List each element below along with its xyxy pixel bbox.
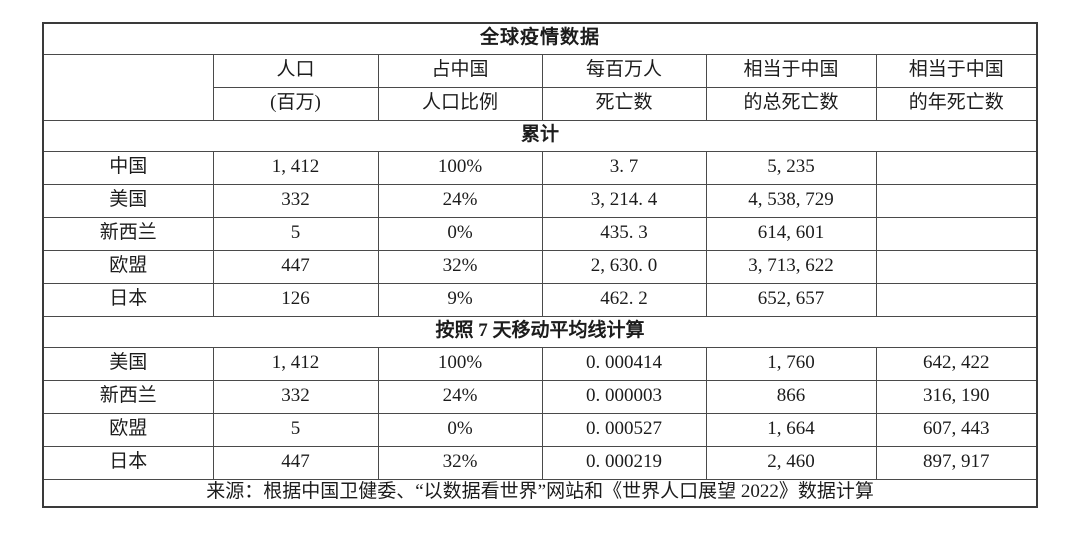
table-row: 欧盟 447 32% 2, 630. 0 3, 713, 622 [42,249,1038,284]
cell-pct-of-china: 0% [377,412,543,447]
cell-population: 332 [212,379,379,414]
cell-equiv-annual-deaths: 642, 422 [875,346,1038,381]
cell-country: 美国 [42,346,214,381]
col-header-pct-of-china-line1: 占中国 [377,53,543,88]
col-header-equiv-china-annual-deaths-line1: 相当于中国 [875,53,1038,88]
source-note: 来源：根据中国卫健委、“以数据看世界”网站和《世界人口展望 2022》数据计算 [42,478,1038,508]
cell-deaths-per-million: 0. 000003 [541,379,707,414]
global-epidemic-data-table: 全球疫情数据 人口 占中国 每百万人 相当于中国 相当于中国 (百万) 人口比例… [42,22,1039,508]
cell-country: 新西兰 [42,216,214,251]
cell-equiv-total-deaths: 1, 664 [705,412,877,447]
cell-equiv-total-deaths: 614, 601 [705,216,877,251]
col-header-pct-of-china-line2: 人口比例 [377,86,543,121]
table-row: 美国 1, 412 100% 0. 000414 1, 760 642, 422 [42,346,1038,381]
cell-pct-of-china: 100% [377,346,543,381]
cell-population: 126 [212,282,379,317]
col-header-deaths-per-million-line1: 每百万人 [541,53,707,88]
col-header-equiv-china-total-deaths-line1: 相当于中国 [705,53,877,88]
cell-equiv-annual-deaths: 316, 190 [875,379,1038,414]
cell-equiv-annual-deaths [875,216,1038,251]
cell-pct-of-china: 100% [377,150,543,185]
cell-population: 447 [212,445,379,480]
cell-equiv-annual-deaths [875,249,1038,284]
cell-pct-of-china: 32% [377,249,543,284]
section-header-7day-moving-average: 按照 7 天移动平均线计算 [42,315,1038,348]
cell-equiv-annual-deaths: 897, 917 [875,445,1038,480]
cell-pct-of-china: 9% [377,282,543,317]
cell-equiv-total-deaths: 5, 235 [705,150,877,185]
cell-country: 新西兰 [42,379,214,414]
cell-population: 332 [212,183,379,218]
cell-country: 欧盟 [42,249,214,284]
cell-pct-of-china: 0% [377,216,543,251]
cell-population: 1, 412 [212,346,379,381]
cell-country: 美国 [42,183,214,218]
table-row: 新西兰 5 0% 435. 3 614, 601 [42,216,1038,251]
col-header-equiv-china-total-deaths-line2: 的总死亡数 [705,86,877,121]
cell-country: 日本 [42,282,214,317]
cell-deaths-per-million: 3. 7 [541,150,707,185]
col-header-population-line2: (百万) [212,86,379,121]
table-row: 欧盟 5 0% 0. 000527 1, 664 607, 443 [42,412,1038,447]
col-header-equiv-china-annual-deaths-line2: 的年死亡数 [875,86,1038,121]
cell-equiv-annual-deaths: 607, 443 [875,412,1038,447]
table-row: 日本 126 9% 462. 2 652, 657 [42,282,1038,317]
cell-country: 中国 [42,150,214,185]
cell-country: 日本 [42,445,214,480]
cell-deaths-per-million: 0. 000219 [541,445,707,480]
cell-population: 5 [212,412,379,447]
cell-deaths-per-million: 0. 000414 [541,346,707,381]
cell-pct-of-china: 32% [377,445,543,480]
cell-pct-of-china: 24% [377,379,543,414]
table-title: 全球疫情数据 [42,22,1038,55]
cell-population: 1, 412 [212,150,379,185]
table-row: 新西兰 332 24% 0. 000003 866 316, 190 [42,379,1038,414]
cell-equiv-total-deaths: 4, 538, 729 [705,183,877,218]
col-header-deaths-per-million-line2: 死亡数 [541,86,707,121]
cell-equiv-total-deaths: 2, 460 [705,445,877,480]
cell-equiv-annual-deaths [875,183,1038,218]
cell-deaths-per-million: 435. 3 [541,216,707,251]
table-row: 日本 447 32% 0. 000219 2, 460 897, 917 [42,445,1038,480]
cell-pct-of-china: 24% [377,183,543,218]
cell-country: 欧盟 [42,412,214,447]
cell-equiv-total-deaths: 652, 657 [705,282,877,317]
cell-deaths-per-million: 2, 630. 0 [541,249,707,284]
table-row: 美国 332 24% 3, 214. 4 4, 538, 729 [42,183,1038,218]
cell-population: 5 [212,216,379,251]
cell-equiv-total-deaths: 3, 713, 622 [705,249,877,284]
cell-population: 447 [212,249,379,284]
cell-equiv-annual-deaths [875,282,1038,317]
corner-cell [42,53,214,121]
cell-deaths-per-million: 462. 2 [541,282,707,317]
cell-deaths-per-million: 3, 214. 4 [541,183,707,218]
cell-deaths-per-million: 0. 000527 [541,412,707,447]
cell-equiv-total-deaths: 1, 760 [705,346,877,381]
cell-equiv-annual-deaths [875,150,1038,185]
col-header-population-line1: 人口 [212,53,379,88]
cell-equiv-total-deaths: 866 [705,379,877,414]
table-row: 中国 1, 412 100% 3. 7 5, 235 [42,150,1038,185]
section-header-cumulative: 累计 [42,119,1038,152]
